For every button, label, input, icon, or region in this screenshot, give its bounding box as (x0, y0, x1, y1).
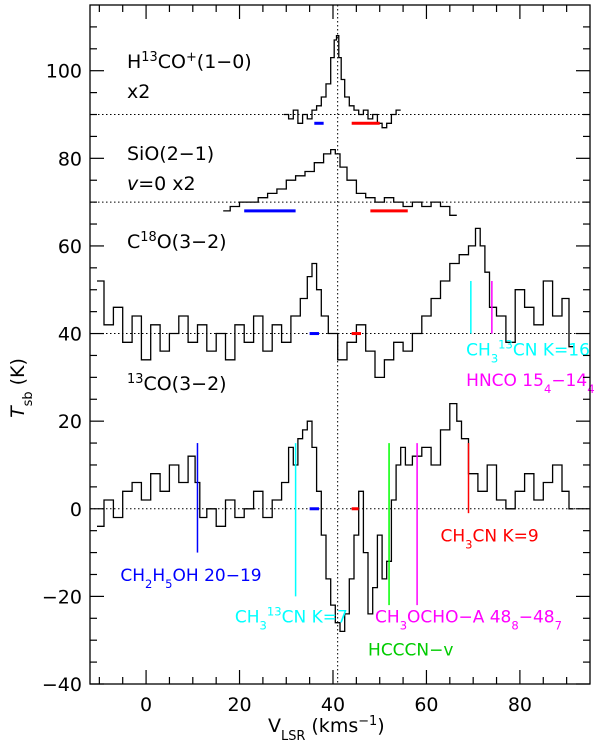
y-tick-label: 80 (58, 148, 82, 170)
y-tick-label: −40 (42, 674, 82, 696)
series-layer: H13CO+(1−0) x2 SiO(2−1) v=0 x2 C18O(3−2) 13CO… (97, 35, 574, 633)
ann-ch2h5oh: CH2H5OH 20−19 (120, 566, 261, 591)
y-tick-label: 40 (58, 324, 82, 346)
x-axis-label: VLSR (kms−1) (268, 714, 385, 744)
ann-ch3cn-k9: CH3CN K=9 (440, 527, 538, 552)
label2-sio: v=0 x2 (127, 173, 196, 195)
ann-hcccn: HCCCN−v (368, 641, 453, 661)
y-tick-label: 0 (70, 499, 82, 521)
ann-ch3-13cn-k7: CH313CN K=7 (235, 605, 348, 633)
y-axis-label: Tsb (K) (7, 358, 36, 418)
x-tick-label: 0 (140, 694, 152, 716)
plot-frame (89, 4, 591, 685)
x-tick-label: 60 (414, 694, 438, 716)
ann-ch3ocho: CH3OCHO−A 488−487 (375, 608, 562, 633)
ann-ch3-13cn-k16: CH313CN K=16 (466, 337, 590, 365)
label-h13co: H13CO+(1−0) (127, 50, 252, 74)
y-tick-label: −20 (42, 586, 82, 608)
ann-hnco: HNCO 154−144 (466, 371, 594, 396)
axes-layer: 0 20 40 60 80 −40 −20 0 20 40 60 80 100 VLSR (kms−1) T… (7, 4, 591, 744)
series-sio: SiO(2−1) v=0 x2 (127, 143, 457, 216)
spectrum-13co (97, 402, 574, 633)
label-13co: 13CO(3−2) (127, 372, 227, 396)
annotation-layer: CH313CN K=16 HNCO 154−144 CH2H5OH 20−19 CH3… (120, 337, 594, 660)
x-tick-label: 20 (227, 694, 251, 716)
x-tick-label: 80 (508, 694, 532, 716)
spectrum-h13co (283, 35, 401, 129)
series-c18o: C18O(3−2) (97, 227, 574, 379)
series-h13co: H13CO+(1−0) x2 (127, 35, 401, 129)
spectrum-sio (223, 148, 457, 216)
y-tick-label: 20 (58, 411, 82, 433)
series-13co: 13CO(3−2) (97, 372, 574, 633)
y-tick-label: 100 (46, 61, 82, 83)
spectrum-c18o (97, 227, 574, 379)
y-tick-label: 60 (58, 236, 82, 258)
x-tick-label: 40 (321, 694, 345, 716)
label2-h13co: x2 (127, 81, 150, 103)
label-c18o: C18O(3−2) (127, 230, 227, 254)
label-sio: SiO(2−1) (127, 143, 214, 165)
